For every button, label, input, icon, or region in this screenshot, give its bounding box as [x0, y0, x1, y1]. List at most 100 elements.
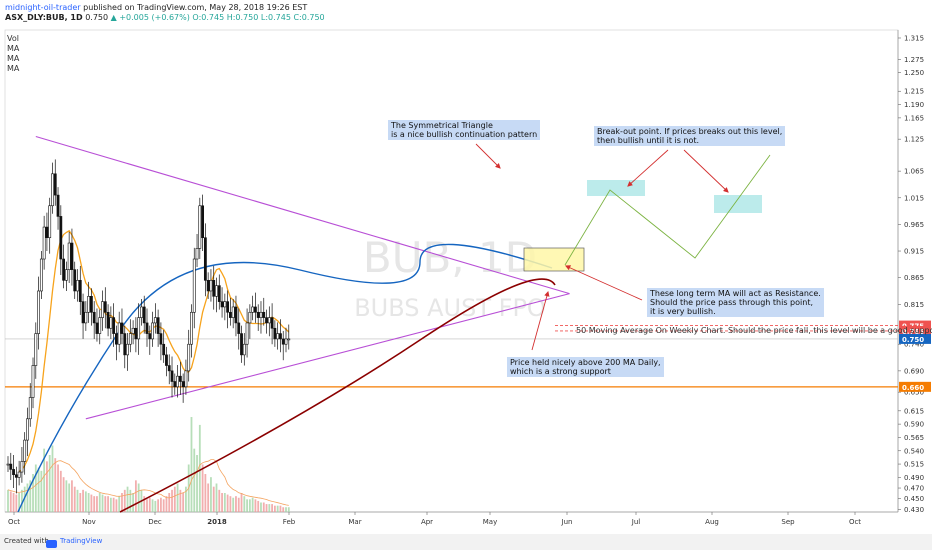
volume-bar: [73, 486, 76, 512]
price-tick-label: 1.215: [904, 88, 924, 96]
volume-bar: [143, 496, 146, 512]
volume-bar: [12, 493, 15, 512]
volume-bar: [48, 455, 51, 512]
candle-body: [276, 333, 280, 340]
candle-body: [223, 301, 227, 308]
candle-body: [170, 370, 174, 382]
volume-bar: [43, 448, 46, 512]
candle-body: [56, 194, 60, 217]
triangle-note[interactable]: The Symmetrical Triangle is a nice bulli…: [388, 120, 541, 140]
candle-body: [156, 317, 160, 334]
author-link[interactable]: midnight-oil-trader: [5, 3, 81, 12]
time-axis[interactable]: Oct Nov Dec 2018 Feb Mar Apr May Jun Jul Aug Sep Oct: [8, 512, 861, 526]
tradingview-brand[interactable]: TradingView: [60, 537, 103, 545]
volume-bar: [123, 489, 126, 512]
indicator-vol[interactable]: Vol: [7, 34, 19, 43]
candle-body: [137, 317, 141, 340]
price-tick-label: 0.965: [904, 221, 924, 229]
volume-bar: [179, 489, 182, 512]
candle-body: [167, 365, 171, 372]
time-tick-label: Aug: [705, 518, 719, 526]
candle-body: [237, 322, 241, 334]
volume-bar: [287, 507, 290, 512]
support-note-line: which is a strong support: [510, 367, 611, 376]
candle-body: [178, 375, 182, 382]
volume-bar: [265, 504, 268, 512]
volume-bar: [154, 500, 157, 512]
candles: [6, 159, 291, 494]
candle-body: [206, 280, 210, 292]
volume-bar: [115, 499, 118, 512]
ohlc-values: O:0.745 H:0.750 L:0.745 C:0.750: [192, 13, 325, 22]
price-tick-label: 0.690: [904, 367, 924, 375]
time-tick-label: Oct: [8, 518, 20, 526]
indicator-ma[interactable]: MA: [7, 54, 20, 63]
candle-body: [265, 317, 268, 324]
price-tick-label: 0.490: [904, 474, 924, 482]
candle-body: [198, 205, 202, 249]
volume-bar: [137, 483, 140, 512]
projection-path: [564, 154, 771, 266]
volume-bar: [268, 504, 271, 512]
candle-body: [165, 354, 168, 366]
volume-bar: [226, 494, 229, 512]
volume-bar: [185, 486, 187, 512]
volume-bar: [98, 493, 101, 512]
candle-body: [90, 295, 93, 313]
volume-bar: [129, 489, 132, 512]
resistance-note[interactable]: These long term MA will act as Resistanc…: [647, 288, 824, 317]
volume-bar: [246, 499, 248, 512]
candle-body: [248, 311, 252, 324]
weekly-ma-note[interactable]: 50 Moving Average On Weekly Chart. Shoul…: [576, 326, 932, 335]
volume-bar: [104, 496, 107, 512]
volume-bar: [87, 493, 90, 512]
volume-bar: [79, 493, 82, 512]
price-label-box: [899, 320, 931, 331]
volume-bar: [40, 470, 43, 512]
price-label-box: [899, 333, 931, 344]
price-tick-label: 0.915: [904, 248, 924, 256]
time-tick-label: Feb: [283, 518, 296, 526]
volume-bar: [190, 417, 193, 512]
candle-body: [190, 311, 193, 345]
price-axis[interactable]: 1.315 1.275 1.250 1.215 1.190 1.165 1.125 1.065…: [898, 34, 931, 514]
breakout-note[interactable]: Break-out point. If prices breaks out th…: [594, 126, 786, 146]
symbol-label[interactable]: ASX_DLY:BUB, 1D: [5, 13, 83, 22]
volume-bar: [254, 499, 257, 512]
triangle-arrow: [475, 143, 501, 169]
volume-bar: [76, 489, 79, 512]
breakout-note-line: then bullish until it is not.: [597, 136, 700, 145]
candle-body: [131, 327, 135, 334]
candle-body: [101, 301, 104, 318]
volume-bar: [215, 483, 218, 512]
indicator-ma[interactable]: MA: [7, 64, 20, 73]
candle-body: [128, 333, 132, 345]
volume-bar: [171, 489, 173, 512]
volume-bar: [204, 474, 207, 512]
time-tick-label: Sep: [781, 518, 795, 526]
volume-bar: [93, 496, 96, 512]
price-tick-label: 1.015: [904, 194, 924, 202]
indicator-ma[interactable]: MA: [7, 44, 20, 53]
volume-bar: [54, 458, 57, 512]
candle-body: [281, 338, 285, 345]
candle-body: [145, 322, 149, 334]
volume-bar: [176, 483, 179, 512]
candle-body: [78, 280, 82, 302]
breakout-target-box: [714, 195, 762, 213]
time-tick-label: Jun: [561, 518, 573, 526]
time-tick-label: Oct: [849, 518, 861, 526]
volume-bar: [68, 483, 71, 512]
candle-body: [192, 258, 196, 313]
support-200ma-note[interactable]: Price held nicely above 200 MA Daily, wh…: [507, 357, 664, 377]
candle-body: [234, 306, 238, 324]
volume-bar: [221, 493, 223, 512]
candle-body: [117, 322, 121, 345]
last-price: 0.750: [85, 13, 109, 22]
watermark-name: BUBS AUST FPO: [354, 294, 546, 322]
published-text: published on TradingView.com, May 28, 20…: [83, 3, 308, 12]
volume-bar: [148, 497, 151, 512]
volume-bar: [235, 496, 237, 512]
